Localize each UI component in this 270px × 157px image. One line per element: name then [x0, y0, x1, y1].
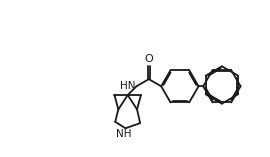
Text: HN: HN: [120, 81, 135, 91]
Text: NH: NH: [116, 129, 132, 139]
Text: O: O: [144, 54, 153, 64]
